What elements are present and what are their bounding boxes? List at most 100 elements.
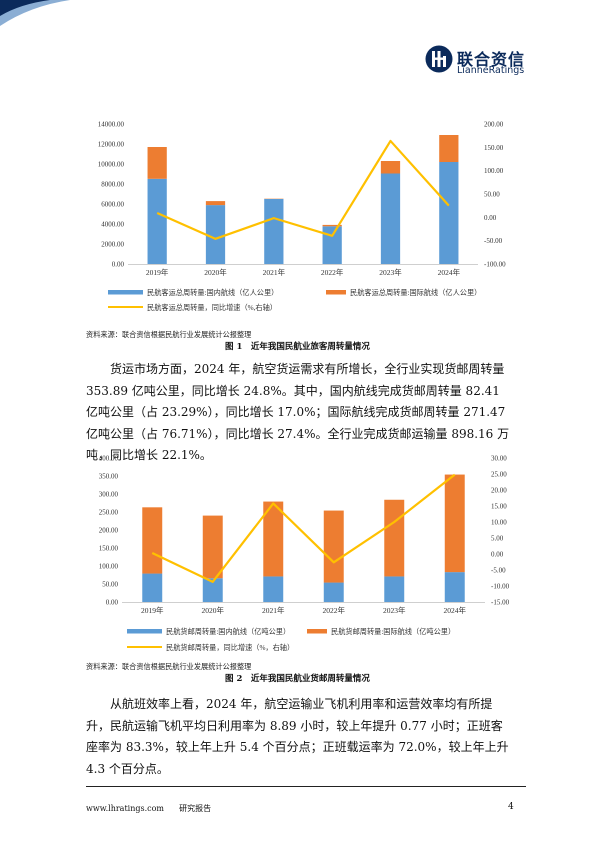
y-left-tick-label: 10000.00 [98, 161, 125, 169]
growth-rate-line [156, 139, 450, 240]
bar-domestic [202, 578, 223, 602]
paragraph-efficiency: 从航班效率上看，2024 年，航空运输业飞机利用率和运营效率均有所提升，民航运输… [86, 694, 512, 780]
legend-label-domestic: 民航货邮周转量:国内航线（亿吨公里） [166, 627, 290, 636]
y-left-tick-label: 200.00 [99, 527, 119, 535]
y-right-tick-label: 15.00 [491, 503, 507, 511]
logo-text-en: LianheRatings [457, 65, 525, 76]
page-number: 4 [508, 802, 514, 812]
x-tick-label: 2019年 [146, 267, 169, 277]
y-left-tick-label: 2000.00 [101, 241, 124, 249]
y-right-tick-label: 10.00 [491, 519, 507, 527]
legend-swatch-domestic [127, 629, 162, 634]
y-left-tick-label: 50.00 [102, 581, 118, 589]
y-right-tick-label: 0.00 [491, 551, 504, 559]
bar-domestic [263, 576, 284, 602]
y-left-tick-label: 400.00 [99, 455, 119, 463]
x-tick-label: 2024年 [444, 605, 467, 615]
bar-domestic [444, 572, 465, 602]
y-left-tick-label: 100.00 [99, 563, 119, 571]
footer-info: www.lhratings.com 研究报告 [86, 803, 211, 814]
x-tick-label: 2021年 [262, 605, 285, 615]
x-tick-label: 2022年 [323, 605, 346, 615]
y-right-tick-label: 25.00 [491, 471, 507, 479]
figure2-source: 资料来源：联合资信根据民航行业发展统计公报整理 [86, 662, 252, 671]
y-left-tick-label: 6000.00 [101, 201, 124, 209]
bar-domestic [205, 205, 226, 264]
y-right-tick-label: 30.00 [491, 455, 507, 463]
x-tick-label: 2020年 [204, 267, 227, 277]
bar-international [142, 507, 163, 574]
bar-international [205, 201, 226, 206]
bar-international [263, 501, 284, 577]
y-left-tick-label: 4000.00 [101, 221, 124, 229]
y-right-tick-label: -10.00 [491, 583, 510, 591]
bar-domestic [264, 199, 284, 264]
y-left-tick-label: 350.00 [99, 473, 119, 481]
x-tick-label: 2022年 [321, 267, 344, 277]
y-left-tick-label: 250.00 [99, 509, 119, 517]
legend-label-international: 民航货邮周转量:国际航线（亿吨公里） [331, 627, 455, 636]
footer-divider [86, 786, 526, 787]
bar-international [323, 510, 344, 583]
cargo-turnover-chart: 0.00 50.00 100.00 150.00 200.00 250.00 300.00 3… [99, 455, 510, 653]
bar-domestic [384, 576, 405, 602]
legend-swatch-international [307, 629, 327, 634]
bar-international [384, 499, 405, 577]
y-left-tick-label: 0.00 [106, 599, 119, 607]
y-right-tick-label: 0.00 [484, 214, 497, 222]
y-right-tick-label: 100.00 [484, 167, 504, 175]
bar-international [322, 224, 342, 227]
x-tick-label: 2021年 [263, 267, 286, 277]
page-corner-decoration [0, 0, 70, 26]
y-left-tick-label: 14000.00 [98, 121, 125, 129]
y-right-tick-label: 150.00 [484, 144, 504, 152]
y-left-tick-label: 150.00 [99, 545, 119, 553]
passenger-turnover-chart: 0.00 2000.00 4000.00 6000.00 8000.00 10000.00… [98, 121, 506, 313]
bar-international [202, 515, 223, 579]
logo-mark-icon [425, 45, 453, 73]
paragraph-efficiency-text: 从航班效率上看，2024 年，航空运输业飞机利用率和运营效率均有所提升，民航运输… [86, 697, 509, 776]
paragraph-cargo: 货运市场方面，2024 年，航空货运需求有所增长，全行业实现货邮周转量 353.… [86, 359, 512, 467]
y-left-tick-label: 12000.00 [98, 141, 125, 149]
x-tick-label: 2023年 [383, 605, 406, 615]
bar-domestic [323, 582, 344, 602]
legend-label-domestic: 民航客运总周转量:国内航线（亿人公里） [147, 288, 278, 297]
y-right-tick-label: 200.00 [484, 121, 504, 129]
figure1-source: 资料来源：联合资信根据民航行业发展统计公报整理 [86, 330, 252, 339]
legend-label-growth: 民航客运总周转量，同比增速（%,右轴） [147, 303, 277, 312]
bar-international [439, 135, 459, 162]
y-right-tick-label: -100.00 [484, 261, 506, 269]
footer-label: 研究报告 [179, 804, 212, 813]
growth-rate-line [151, 473, 456, 583]
y-right-tick-label: 5.00 [491, 535, 504, 543]
bar-international [444, 474, 465, 573]
legend-swatch-international [326, 290, 346, 295]
y-left-tick-label: 0.00 [112, 261, 125, 269]
y-right-tick-label: -15.00 [491, 599, 510, 607]
y-left-tick-label: 8000.00 [101, 181, 124, 189]
bar-domestic [142, 573, 163, 602]
figure2-caption: 图 2 近年我国民航业货邮周转量情况 [225, 674, 370, 684]
bar-international [380, 161, 401, 174]
bar-domestic [439, 162, 459, 264]
bar-international [147, 147, 167, 179]
footer-website: www.lhratings.com [86, 804, 165, 813]
x-tick-label: 2020年 [202, 605, 225, 615]
y-right-tick-label: -50.00 [484, 237, 503, 245]
x-tick-label: 2019年 [141, 605, 164, 615]
x-tick-label: 2024年 [438, 267, 461, 277]
legend-swatch-domestic [108, 290, 143, 295]
y-right-tick-label: 50.00 [484, 191, 500, 199]
y-right-tick-label: -5.00 [491, 567, 506, 575]
y-right-tick-label: 20.00 [491, 487, 507, 495]
legend-label-growth: 民航货邮周转量，同比增速（%，右轴） [166, 643, 294, 652]
bar-domestic [322, 226, 342, 264]
bar-domestic [380, 173, 401, 264]
y-left-tick-label: 300.00 [99, 491, 119, 499]
paragraph-cargo-text: 货运市场方面，2024 年，航空货运需求有所增长，全行业实现货邮周转量 353.… [86, 362, 510, 462]
bar-domestic [147, 178, 167, 264]
legend-label-international: 民航客运总周转量:国际航线（亿人公里） [350, 288, 481, 297]
x-tick-label: 2023年 [379, 267, 402, 277]
logo-text-cn: 联合资信 [457, 50, 526, 69]
figure1-caption: 图 1 近年我国民航业旅客周转量情况 [225, 342, 370, 352]
